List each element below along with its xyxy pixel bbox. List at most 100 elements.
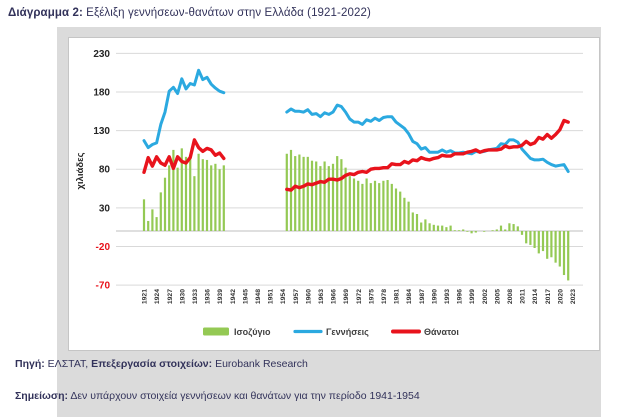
y-axis: 230 180 130 80 30 -20 -70 χιλιάδες xyxy=(75,49,110,292)
x-tick-label: 1936 xyxy=(205,289,212,304)
balance-bar xyxy=(453,230,456,231)
balance-bar xyxy=(499,225,503,231)
balance-bar xyxy=(294,156,297,231)
x-tick-label: 2011 xyxy=(520,289,527,304)
x-tick-label: 1948 xyxy=(255,289,262,304)
processing-label: Επεξεργασία στοιχείων: xyxy=(91,358,213,370)
balance-bar xyxy=(302,156,305,231)
balance-bar xyxy=(411,212,414,231)
x-tick-label: 1927 xyxy=(167,289,174,304)
balance-bar xyxy=(394,188,398,231)
balance-bar xyxy=(147,220,150,231)
balance-bar xyxy=(567,231,570,281)
balance-bar xyxy=(399,191,402,231)
legend-label: Ισοζύγιο xyxy=(234,327,271,337)
balance-bar xyxy=(319,166,322,231)
balance-bar xyxy=(516,226,519,231)
balance-bar xyxy=(205,159,209,231)
balance-bar xyxy=(323,161,326,231)
balance-bar xyxy=(180,148,183,231)
balance-bar xyxy=(525,231,528,244)
balance-bar xyxy=(462,229,465,231)
x-tick-label: 1939 xyxy=(217,289,224,304)
balance-bar xyxy=(218,169,221,231)
balance-bar xyxy=(470,231,473,234)
chart-panel: 230 180 130 80 30 -20 -70 χιλιάδες 1921 1924 1927 1… xyxy=(68,37,600,351)
x-tick-label: 1969 xyxy=(343,289,350,304)
legend-label: Θάνατοι xyxy=(424,327,459,337)
balance-bar xyxy=(533,231,536,248)
x-tick-label: 1945 xyxy=(242,289,249,304)
x-tick-label: 1957 xyxy=(293,289,300,304)
balance-bar xyxy=(365,178,368,231)
balance-bar xyxy=(436,225,440,231)
balance-bar xyxy=(508,223,511,231)
balance-bar xyxy=(344,167,347,231)
chart-caption: Διάγραμμα 2: Εξέλιξη γεννήσεων-θανάτων σ… xyxy=(8,7,371,19)
x-tick-label: 2005 xyxy=(494,289,501,304)
balance-bar xyxy=(168,165,171,231)
source-line: Πηγή: ΕΛΣΤΑΤ, Επεξεργασία στοιχείων: Eur… xyxy=(15,358,308,370)
balance-bar xyxy=(495,229,498,231)
balance-bar xyxy=(214,163,217,231)
x-tick-label: 1930 xyxy=(179,289,186,304)
balance-bar xyxy=(159,192,162,231)
x-tick-label: 1981 xyxy=(394,289,401,304)
balance-bar xyxy=(445,227,448,231)
x-tick-label: 1933 xyxy=(192,289,199,304)
balance-bar xyxy=(176,167,179,231)
balance-bar xyxy=(142,199,146,231)
x-tick-label: 1993 xyxy=(444,289,451,304)
balance-bar xyxy=(197,153,200,231)
x-tick-label: 1987 xyxy=(419,289,426,304)
balance-bar xyxy=(491,230,494,231)
balance-bar xyxy=(361,183,364,231)
balance-bar xyxy=(424,219,427,231)
balance-bar xyxy=(537,231,540,254)
legend: Ισοζύγιο Γεννήσεις Θάνατοι xyxy=(203,327,459,337)
note-text: Δεν υπάρχουν στοιχεία γεννήσεων και θανά… xyxy=(70,390,420,402)
balance-bar xyxy=(373,180,377,231)
x-tick-label: 2008 xyxy=(507,289,514,304)
y-tick-label: 180 xyxy=(93,87,110,98)
legend-item: Γεννήσεις xyxy=(293,327,369,337)
balance-bar xyxy=(562,231,566,276)
balance-bar xyxy=(474,231,477,233)
chart-caption-label: Διάγραμμα 2: xyxy=(8,7,83,19)
balance-bar xyxy=(415,214,419,231)
balance-bar xyxy=(407,201,410,231)
balance-bar xyxy=(457,230,461,231)
x-tick-label: 1984 xyxy=(406,289,413,304)
legend-item: Θάνατοι xyxy=(391,327,459,337)
balance-bar xyxy=(504,229,507,231)
note-label: Σημείωση: xyxy=(15,390,69,402)
x-axis: 1921 1924 1927 1930 1933 1936 1939 1942 1945 1948… xyxy=(142,289,577,304)
balance-bar xyxy=(340,159,343,231)
balance-bar xyxy=(310,160,314,231)
x-tick-label: 1963 xyxy=(318,289,325,304)
x-tick-label: 2020 xyxy=(557,289,564,304)
balance-bar xyxy=(151,209,154,231)
balance-bar xyxy=(331,163,335,231)
y-tick-label: 30 xyxy=(99,203,111,214)
balance-bar xyxy=(193,176,196,231)
balance-bar xyxy=(420,222,423,231)
y-axis-title: χιλιάδες xyxy=(75,152,86,189)
x-tick-label: 1942 xyxy=(230,289,237,304)
balance-bar xyxy=(369,183,372,231)
x-tick-label: 1975 xyxy=(368,289,375,304)
balance-bar xyxy=(382,180,385,231)
balance-bar xyxy=(155,217,158,231)
balance-bar xyxy=(441,225,444,231)
x-tick-label: 1996 xyxy=(457,289,464,304)
x-tick-label: 1966 xyxy=(331,289,338,304)
balance-bar xyxy=(541,231,545,252)
balance-bar xyxy=(298,154,301,231)
x-tick-label: 1972 xyxy=(356,289,363,304)
balance-bar xyxy=(222,165,225,231)
x-tick-label: 1924 xyxy=(154,289,161,304)
balance-bar xyxy=(357,180,360,231)
legend-balance-swatch xyxy=(203,327,229,336)
